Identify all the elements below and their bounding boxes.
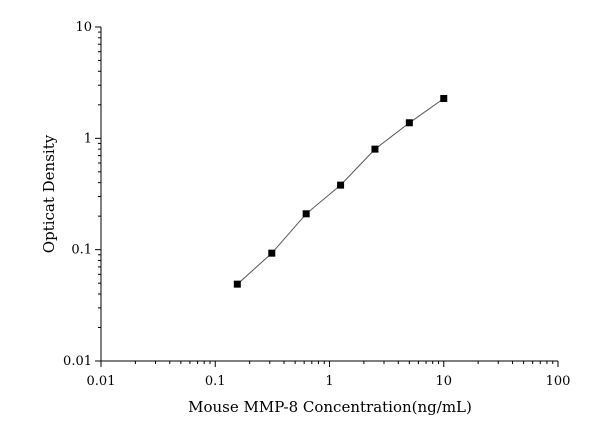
y-tick-label: 0.01 xyxy=(63,354,92,369)
data-point xyxy=(371,145,379,153)
x-tick-label: 1 xyxy=(325,374,333,389)
data-points xyxy=(233,94,448,288)
data-point xyxy=(337,181,345,189)
ticks: 0.01 0.1 1 10 100 0.01 0.1 1 10 xyxy=(63,20,570,389)
data-point xyxy=(302,210,310,218)
data-point xyxy=(268,249,276,257)
x-tick-label: 100 xyxy=(546,374,571,389)
x-tick-label: 0.1 xyxy=(205,374,226,389)
data-point xyxy=(233,280,241,288)
x-tick-label: 10 xyxy=(435,374,452,389)
fit-line xyxy=(236,98,445,285)
y-tick-label: 10 xyxy=(75,20,92,35)
data-point xyxy=(440,94,448,102)
x-tick-label: 0.01 xyxy=(87,374,116,389)
fit-line-group xyxy=(236,98,445,285)
data-point xyxy=(405,119,413,127)
y-axis-label: Opticat Density xyxy=(40,134,58,253)
y-tick-label: 1 xyxy=(84,131,92,146)
x-axis-label: Mouse MMP-8 Concentration(ng/mL) xyxy=(188,398,472,416)
y-tick-label: 0.1 xyxy=(71,243,92,258)
